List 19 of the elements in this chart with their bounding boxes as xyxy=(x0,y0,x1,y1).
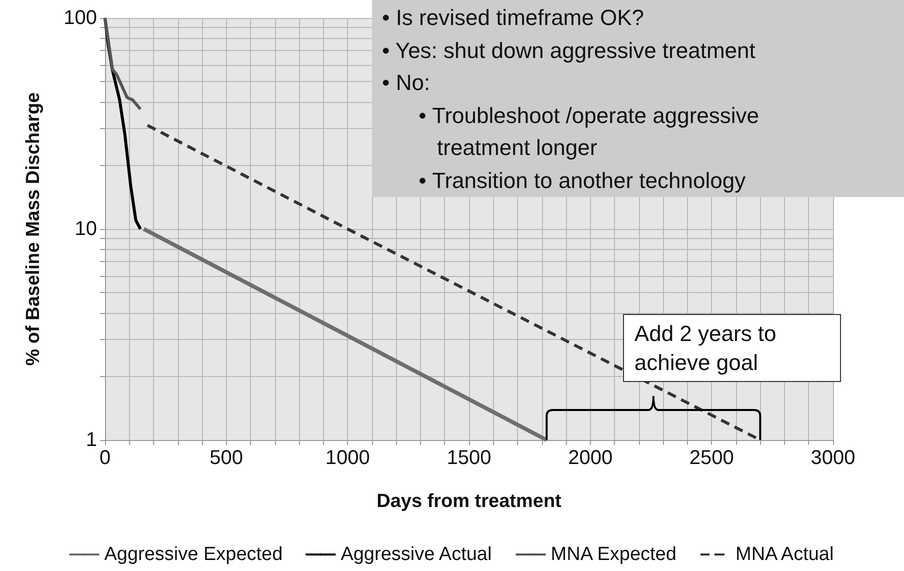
legend-label: MNA Expected xyxy=(550,544,676,565)
x-tick-label: 0 xyxy=(99,447,111,469)
x-axis-title: Days from treatment xyxy=(376,491,562,512)
callout-box: • Is revised timeframe OK? • Yes: shut down aggressive treatment • No: • Troubleshoot /operate aggressive treatment longer • Transition to another technology xyxy=(372,0,904,197)
x-tick-label: 500 xyxy=(210,447,244,469)
callout-box: Add 2 years to achieve goal xyxy=(623,314,842,382)
line-series xyxy=(104,16,142,111)
y-tick-label: 1 xyxy=(86,429,97,451)
legend-label: Aggressive Actual xyxy=(340,544,492,565)
x-tick-label: 3000 xyxy=(810,447,856,469)
x-tick-label: 2000 xyxy=(568,447,613,469)
x-tick-label: 1500 xyxy=(446,447,492,469)
y-tick-label: 10 xyxy=(74,218,97,240)
y-axis-title: % of Baseline Mass Discharge xyxy=(23,92,44,366)
x-tick-label: 2500 xyxy=(689,447,734,469)
legend-label: MNA Actual xyxy=(735,544,834,565)
x-tick-label: 1000 xyxy=(325,447,370,469)
y-tick-label: 100 xyxy=(64,7,97,29)
legend-label: Aggressive Expected xyxy=(104,544,283,565)
